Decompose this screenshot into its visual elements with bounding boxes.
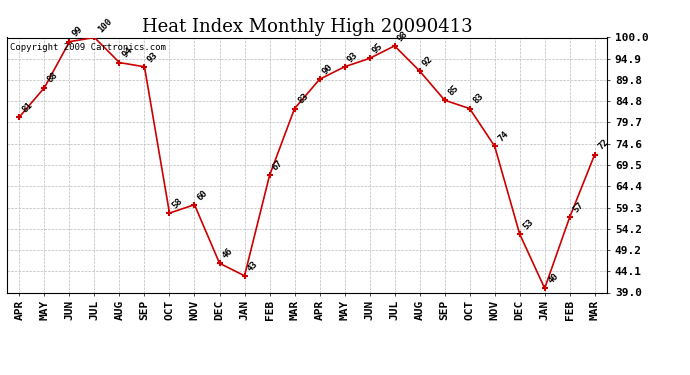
Text: 93: 93 bbox=[346, 50, 360, 64]
Text: 74: 74 bbox=[496, 129, 510, 143]
Text: 83: 83 bbox=[296, 92, 310, 106]
Text: Copyright 2009 Cartronics.com: Copyright 2009 Cartronics.com bbox=[10, 43, 166, 52]
Text: 88: 88 bbox=[46, 71, 60, 85]
Text: 90: 90 bbox=[321, 63, 335, 76]
Text: 57: 57 bbox=[571, 201, 585, 214]
Text: 99: 99 bbox=[71, 25, 85, 39]
Text: 95: 95 bbox=[371, 42, 385, 56]
Text: 46: 46 bbox=[221, 246, 235, 261]
Text: 92: 92 bbox=[421, 54, 435, 68]
Text: 93: 93 bbox=[146, 50, 160, 64]
Text: 58: 58 bbox=[171, 196, 185, 210]
Text: 83: 83 bbox=[471, 92, 485, 106]
Text: 98: 98 bbox=[396, 29, 410, 43]
Title: Heat Index Monthly High 20090413: Heat Index Monthly High 20090413 bbox=[141, 18, 473, 36]
Text: 81: 81 bbox=[21, 100, 34, 114]
Text: 67: 67 bbox=[271, 159, 285, 172]
Text: 100: 100 bbox=[96, 17, 114, 35]
Text: 72: 72 bbox=[596, 138, 610, 152]
Text: 40: 40 bbox=[546, 272, 560, 285]
Text: 43: 43 bbox=[246, 259, 260, 273]
Text: 60: 60 bbox=[196, 188, 210, 202]
Text: 94: 94 bbox=[121, 46, 135, 60]
Text: 85: 85 bbox=[446, 84, 460, 98]
Text: 53: 53 bbox=[521, 217, 535, 231]
